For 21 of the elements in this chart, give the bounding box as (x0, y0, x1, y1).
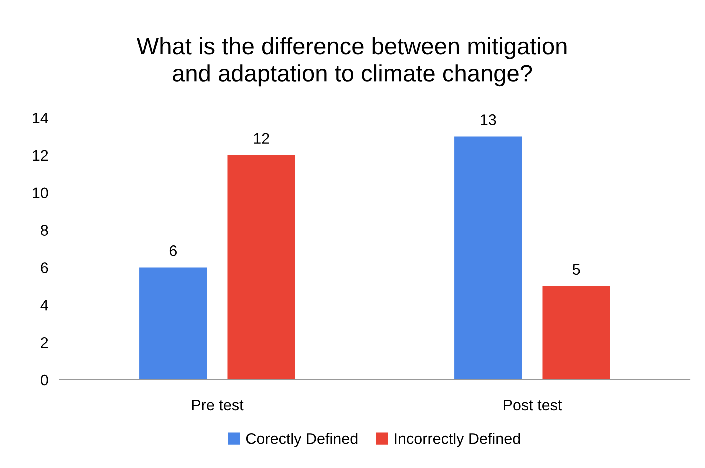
data-label: 5 (572, 264, 580, 276)
bar (140, 268, 208, 380)
chart-title: What is the difference between mitigation and adaptation to climate change? (136, 37, 567, 87)
data-label: 13 (481, 114, 496, 126)
legend-label: Incorrectly Defined (395, 433, 520, 448)
x-tick-label: Pre test (192, 400, 244, 411)
data-label: 12 (254, 133, 270, 144)
y-tick-label: 6 (41, 262, 48, 274)
bar (228, 155, 296, 380)
data-label: 6 (170, 246, 177, 256)
x-tick-label: Post test (504, 400, 562, 411)
y-tick-label: 0 (40, 374, 48, 386)
y-tick-label: 10 (33, 188, 48, 199)
bar (454, 136, 522, 380)
y-tick-label: 4 (40, 300, 48, 311)
y-tick-label: 12 (33, 150, 48, 161)
legend-label: Corectly Defined (246, 433, 358, 448)
bar (542, 286, 610, 380)
y-tick-label: 14 (33, 113, 48, 124)
y-tick-label: 8 (41, 225, 48, 236)
y-tick-label: 2 (41, 337, 48, 348)
